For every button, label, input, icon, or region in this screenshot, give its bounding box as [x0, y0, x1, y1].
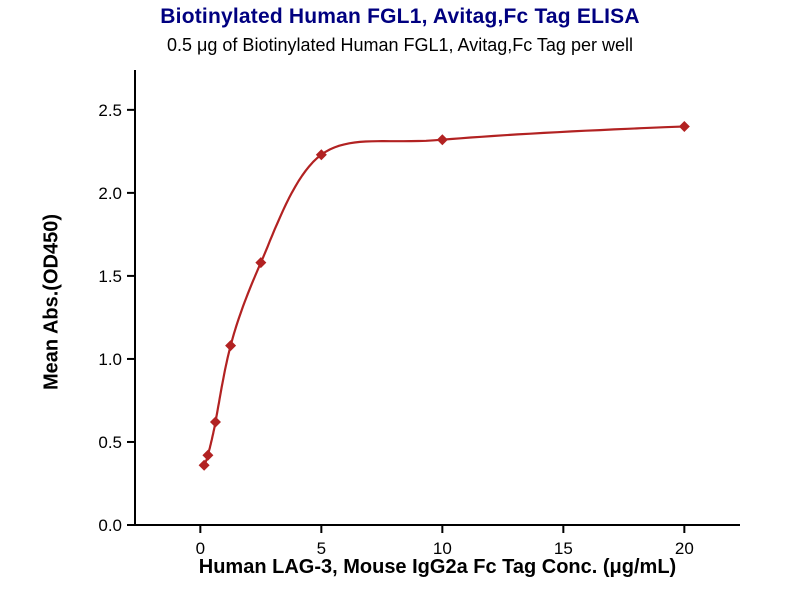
axis-lines	[134, 70, 740, 526]
y-tick-label: 1.0	[98, 350, 122, 369]
data-point-marker	[225, 340, 237, 352]
x-tick-label: 10	[433, 539, 452, 558]
data-point-marker	[678, 120, 690, 132]
data-point-marker	[198, 459, 210, 471]
x-axis-label: Human LAG-3, Mouse IgG2a Fc Tag Conc. (μ…	[198, 556, 677, 578]
x-tick-label: 0	[196, 539, 205, 558]
data-series	[198, 120, 690, 471]
axes	[134, 70, 740, 526]
y-tick-label: 1.5	[98, 267, 122, 286]
axis-ticks: 0.0 0.5 1.0 1.5 2.0 2.5 0 5 10 15 20	[98, 101, 693, 558]
chart-subtitle: 0.5 μg of Biotinylated Human FGL1, Avita…	[167, 35, 633, 55]
data-point-marker	[315, 149, 327, 161]
y-tick-label: 0.0	[98, 516, 122, 535]
data-point-marker	[209, 416, 221, 428]
data-point-marker	[202, 449, 214, 461]
x-tick-label: 5	[317, 539, 326, 558]
y-tick-label: 2.5	[98, 101, 122, 120]
y-axis-label: Mean Abs.(OD450)	[40, 214, 63, 390]
x-tick-label: 15	[554, 539, 573, 558]
y-tick-label: 0.5	[98, 433, 122, 452]
data-point-marker	[255, 257, 267, 269]
data-point-marker	[436, 134, 448, 146]
y-tick-label: 2.0	[98, 184, 122, 203]
chart-title: Biotinylated Human FGL1, Avitag,Fc Tag E…	[160, 5, 640, 28]
x-tick-label: 20	[675, 539, 694, 558]
fit-curve	[203, 125, 686, 467]
